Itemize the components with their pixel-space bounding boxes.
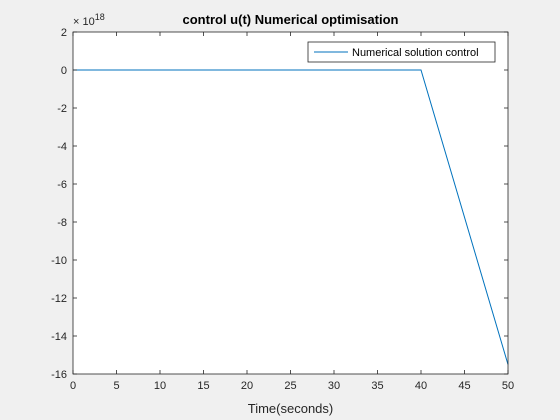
x-tick-label: 50 (502, 380, 514, 392)
y-exponent-label: × 1018 (73, 12, 105, 28)
y-tick-label: -10 (51, 255, 67, 267)
x-tick-label: 20 (241, 380, 253, 392)
x-tick-label: 5 (113, 380, 119, 392)
chart-title: control u(t) Numerical optimisation (183, 12, 399, 27)
x-tick-label: 45 (458, 380, 470, 392)
x-tick-label: 40 (415, 380, 427, 392)
y-tick-label: 2 (61, 27, 67, 39)
legend-entry-label: Numerical solution control (352, 47, 479, 59)
x-tick-label: 0 (70, 380, 76, 392)
y-tick-label: -6 (57, 179, 67, 191)
legend: Numerical solution control (307, 41, 496, 63)
y-tick-label: -16 (51, 369, 67, 381)
legend-box (307, 41, 496, 63)
series-layer (73, 69, 509, 365)
y-tick-label: -8 (57, 217, 67, 229)
x-axis-label: Time(seconds) (248, 401, 333, 416)
y-tick-label: 0 (61, 65, 67, 77)
y-tick-label: -4 (57, 141, 67, 153)
y-tick-label: -2 (57, 103, 67, 115)
x-tick-label: 30 (328, 380, 340, 392)
x-tick-label: 25 (284, 380, 296, 392)
plot-area (73, 32, 508, 374)
y-tick-label: -14 (51, 331, 67, 343)
y-exponent-power: 18 (95, 12, 105, 22)
x-tick-label: 35 (371, 380, 383, 392)
series-line-0 (73, 69, 509, 365)
y-exponent-base: × 10 (73, 16, 95, 28)
x-tick-label: 10 (154, 380, 166, 392)
ticks-layer: 0 5 10 15 20 25 30 35 40 45 5020-2-4-6-8-10-12-14-… (51, 27, 514, 392)
x-tick-label: 15 (197, 380, 209, 392)
y-tick-label: -12 (51, 293, 67, 305)
